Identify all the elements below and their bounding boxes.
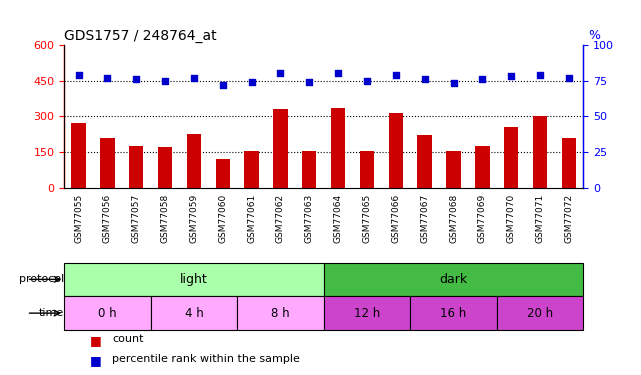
Text: GDS1757 / 248764_at: GDS1757 / 248764_at [64,28,217,43]
Point [276,70,286,76]
Bar [410,296,497,330]
Point [420,76,430,82]
Point [160,78,171,84]
Bar [158,147,172,188]
Bar [64,262,324,296]
Bar [244,151,259,188]
Bar [331,108,345,188]
Text: ■: ■ [90,354,101,368]
Bar [562,138,576,188]
Point [391,72,401,78]
Text: 4 h: 4 h [185,307,203,320]
Text: ■: ■ [90,334,101,347]
Bar [302,151,317,188]
Bar [388,112,403,188]
Bar [324,262,583,296]
Text: 8 h: 8 h [271,307,290,320]
Point [246,79,256,85]
Point [506,74,517,80]
Text: light: light [180,273,208,286]
Bar [475,146,490,188]
Point [218,82,228,88]
Text: protocol: protocol [19,274,64,284]
Text: count: count [112,334,144,344]
Text: %: % [588,29,601,42]
Bar [324,296,410,330]
Point [477,76,487,82]
Point [304,79,315,85]
Bar [504,127,519,188]
Point [449,81,459,87]
Point [103,75,113,81]
Bar [273,109,288,188]
Bar [533,116,547,188]
Text: dark: dark [440,273,467,286]
Bar [497,296,583,330]
Text: time: time [39,308,64,318]
Text: 20 h: 20 h [527,307,553,320]
Point [535,72,545,78]
Text: 0 h: 0 h [98,307,117,320]
Point [362,78,372,84]
Point [131,76,142,82]
Bar [129,146,144,188]
Bar [100,138,115,188]
Point [333,70,344,76]
Bar [215,159,230,188]
Bar [187,134,201,188]
Bar [237,296,324,330]
Bar [446,151,461,188]
Bar [360,151,374,188]
Text: 12 h: 12 h [354,307,380,320]
Bar [151,296,237,330]
Bar [417,135,432,188]
Point [188,75,199,81]
Text: percentile rank within the sample: percentile rank within the sample [112,354,300,364]
Point [74,72,83,78]
Bar [64,296,151,330]
Text: 16 h: 16 h [440,307,467,320]
Point [564,75,574,81]
Bar [71,123,86,188]
